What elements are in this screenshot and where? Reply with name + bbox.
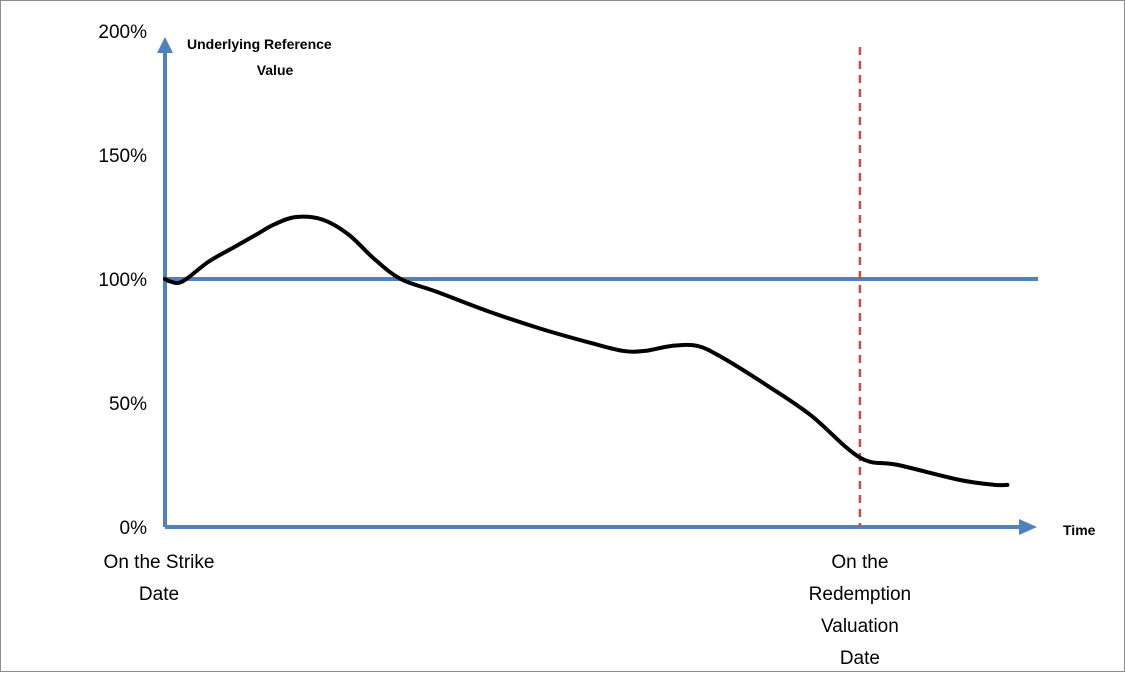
y-axis-title-line2: Value <box>257 62 294 78</box>
redemption-date-label: Redemption <box>809 584 911 605</box>
strike-date-label: Date <box>139 584 179 605</box>
redemption-date-label: On the <box>831 552 888 573</box>
strike-date-label: On the Strike <box>104 552 215 573</box>
y-tick-label: 50% <box>109 394 147 415</box>
y-axis-title: Underlying Reference <box>187 36 332 52</box>
underlying-value-line <box>163 214 1010 488</box>
x-axis-arrow <box>1019 519 1037 535</box>
redemption-date-label: Date <box>840 648 880 669</box>
x-axis-title: Time <box>1063 522 1096 538</box>
y-tick-label: 0% <box>120 518 148 539</box>
y-tick-label: 200% <box>98 22 147 43</box>
redemption-date-label: Valuation <box>821 616 899 637</box>
y-axis-arrow <box>157 37 173 53</box>
y-tick-label: 100% <box>98 270 147 291</box>
y-tick-label: 150% <box>98 146 147 167</box>
